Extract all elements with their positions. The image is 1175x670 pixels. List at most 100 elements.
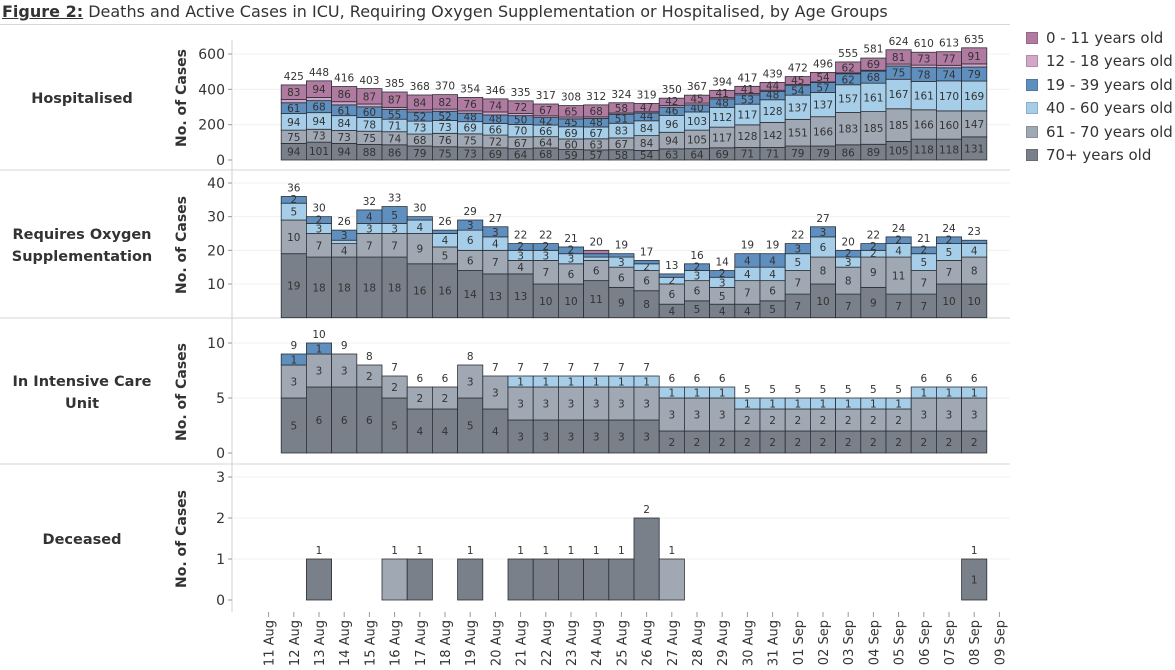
bar-segment[interactable] xyxy=(507,419,534,454)
bar-segment[interactable] xyxy=(961,110,988,138)
bar-segment[interactable] xyxy=(558,386,585,421)
bar-segment[interactable] xyxy=(633,375,660,388)
bar-16-aug[interactable]: 1 xyxy=(381,545,408,601)
bar-20-aug[interactable]: 13 7 43 27 xyxy=(482,213,509,319)
bar-segment[interactable] xyxy=(381,256,408,319)
bar-07-sep[interactable]: 2 3 1 6 xyxy=(936,373,963,454)
bar-segment[interactable] xyxy=(633,517,660,601)
bar-12-aug[interactable]: 94 75 94 61 83 425 xyxy=(280,71,307,161)
bar-segment[interactable] xyxy=(381,206,408,224)
bar-segment[interactable] xyxy=(910,109,937,140)
bar-19-aug[interactable]: 14 6 6 3 29 xyxy=(457,206,484,319)
bar-segment[interactable] xyxy=(457,270,484,319)
bar-segment[interactable] xyxy=(331,101,358,106)
bar-24-aug[interactable]: 11 6 20 xyxy=(583,236,610,319)
bar-segment[interactable] xyxy=(457,219,484,231)
bar-segment[interactable] xyxy=(558,558,585,601)
bar-segment[interactable] xyxy=(280,253,307,319)
bar-segment[interactable] xyxy=(608,253,635,258)
bar-02-sep[interactable]: 10 8 6 3 27 xyxy=(810,213,837,319)
bar-segment[interactable] xyxy=(961,558,988,601)
bar-01-sep[interactable]: 7 7 53 22 xyxy=(784,230,811,319)
bar-24-aug[interactable]: 1 xyxy=(583,545,610,601)
bar-segment[interactable] xyxy=(658,558,685,601)
bar-segment[interactable] xyxy=(583,253,610,258)
bar-segment[interactable] xyxy=(759,121,786,148)
bar-segment[interactable] xyxy=(356,103,383,108)
bar-14-aug[interactable]: 6 3 9 xyxy=(331,340,358,454)
bar-13-aug[interactable]: 6 3 1 10 xyxy=(305,329,332,454)
bar-27-aug[interactable]: 1 xyxy=(658,545,685,601)
bar-05-sep[interactable]: 105 185 167 75 81 624 xyxy=(885,36,912,161)
bar-19-aug[interactable]: 5 3 8 xyxy=(457,351,484,454)
bar-segment[interactable] xyxy=(658,397,685,432)
bar-segment[interactable] xyxy=(961,80,988,112)
bar-13-aug[interactable]: 101 73 94 68 94 448 xyxy=(305,67,332,161)
bar-22-aug[interactable]: 1 xyxy=(532,545,559,601)
bar-segment[interactable] xyxy=(961,283,988,319)
bar-segment[interactable] xyxy=(784,118,811,147)
bar-segment[interactable] xyxy=(860,286,887,319)
bar-segment[interactable] xyxy=(431,263,458,319)
legend-item[interactable]: 61 - 70 years old xyxy=(1026,120,1173,144)
bar-29-aug[interactable]: 2 3 1 6 xyxy=(709,373,736,454)
bar-17-aug[interactable]: 16 9 4 30 xyxy=(406,203,433,319)
bar-segment[interactable] xyxy=(331,353,358,388)
bar-segment[interactable] xyxy=(583,256,610,261)
bar-segment[interactable] xyxy=(835,112,862,146)
bar-30-aug[interactable]: 4 7 4 4 19 xyxy=(734,240,761,319)
bar-segment[interactable] xyxy=(406,216,433,221)
bar-segment[interactable] xyxy=(885,78,912,110)
bar-segment[interactable] xyxy=(885,236,912,245)
legend-item[interactable]: 70+ years old xyxy=(1026,144,1173,168)
bar-segment[interactable] xyxy=(457,364,484,399)
bar-segment[interactable] xyxy=(860,111,887,145)
bar-26-aug[interactable]: 3 3 1 7 xyxy=(633,362,660,454)
bar-segment[interactable] xyxy=(936,397,963,432)
bar-segment[interactable] xyxy=(860,82,887,112)
bar-17-aug[interactable]: 1 xyxy=(406,545,433,601)
legend-item[interactable]: 12 - 18 years old xyxy=(1026,50,1173,74)
bar-segment[interactable] xyxy=(835,266,862,295)
bar-segment[interactable] xyxy=(961,256,988,285)
bar-segment[interactable] xyxy=(305,97,332,102)
bar-segment[interactable] xyxy=(507,558,534,601)
bar-segment[interactable] xyxy=(331,256,358,319)
bar-06-sep[interactable]: 2 3 1 6 xyxy=(910,373,937,454)
bar-23-aug[interactable]: 3 3 1 7 xyxy=(558,362,585,454)
bar-18-aug[interactable]: 16 5 4 26 xyxy=(431,216,458,319)
bar-16-aug[interactable]: 18 7 35 33 xyxy=(381,193,408,319)
bar-segment[interactable] xyxy=(633,260,660,265)
legend-item[interactable]: 19 - 39 years old xyxy=(1026,73,1173,97)
bar-segment[interactable] xyxy=(709,386,736,399)
bar-segment[interactable] xyxy=(507,386,534,421)
bar-31-aug[interactable]: 2 2 1 5 xyxy=(759,384,786,454)
bar-segment[interactable] xyxy=(381,397,408,454)
bar-segment[interactable] xyxy=(936,110,963,140)
bar-02-sep[interactable]: 2 2 1 5 xyxy=(810,384,837,454)
bar-segment[interactable] xyxy=(608,386,635,421)
bar-15-aug[interactable]: 18 7 34 32 xyxy=(356,196,383,319)
bar-08-sep[interactable]: 10 8 4 23 xyxy=(961,226,988,319)
bar-04-sep[interactable]: 2 2 1 5 xyxy=(860,384,887,454)
